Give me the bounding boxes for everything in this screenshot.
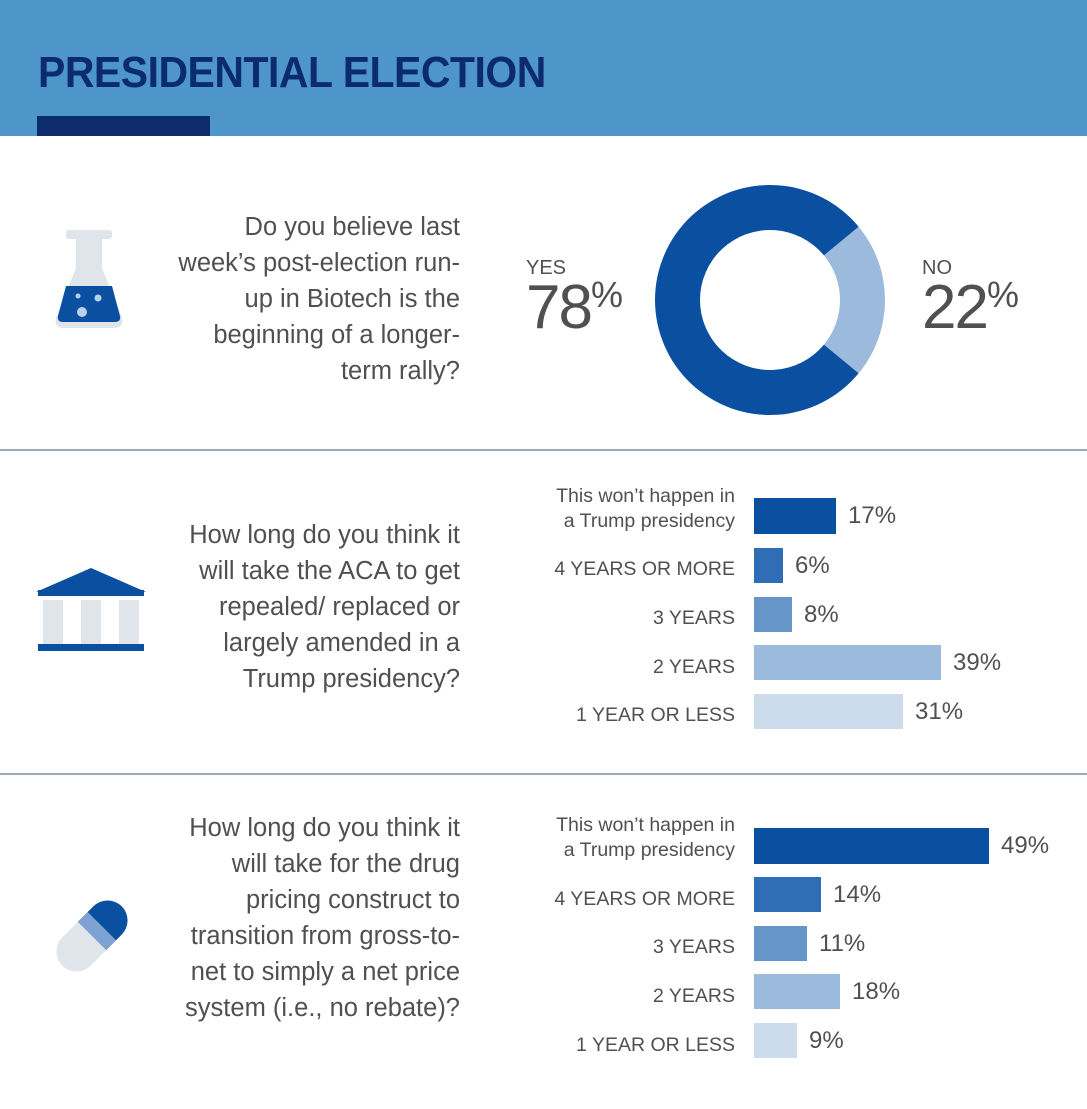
bar-category-label: This won’t happen in a Trump presidency [556,485,735,532]
no-label: NO [922,257,952,279]
pill-capsule-icon [44,888,140,989]
bar-value-label: 11% [819,930,866,957]
bar-category-label: This won’t happen in a Trump presidency [556,814,735,861]
flask-icon [52,228,132,337]
title-accent-bar [37,116,210,136]
section-divider [0,773,1087,775]
header-banner: PRESIDENTIAL ELECTION [0,0,1087,136]
bar-category-label: 4 YEARS OR MORE [554,558,735,580]
bar-value-label: 17% [848,502,897,529]
donut-slice-yes [655,184,859,415]
section-divider [0,449,1087,451]
bar-category-label: 4 YEARS OR MORE [554,888,735,910]
bar [754,974,840,1009]
donut-slice-no [823,226,885,374]
question-1: Do you believe last week’s post-election… [178,213,460,385]
bar [754,877,821,912]
bar-category-label: 1 YEAR OR LESS [576,704,735,726]
page-title: PRESIDENTIAL ELECTION [38,48,546,97]
bar-value-label: 49% [1001,832,1050,859]
bar [754,645,941,680]
bar-value-label: 6% [795,552,830,579]
yes-percent: 78% [526,273,623,342]
government-building-icon [34,566,148,659]
bar [754,548,783,583]
bar-value-label: 39% [953,649,1002,676]
bar-category-label: 3 YEARS [652,607,735,629]
bar [754,926,807,961]
question-3: How long do you think it will take for t… [185,814,460,1022]
bar [754,828,989,864]
bar-value-label: 14% [833,881,882,908]
bar [754,694,903,729]
bar-category-label: 2 YEARS [652,985,735,1007]
bar-value-label: 31% [915,698,964,725]
question-2: How long do you think it will take the A… [189,521,460,693]
bar [754,498,836,534]
bar-category-label: 3 YEARS [652,936,735,958]
bar-value-label: 8% [804,601,839,628]
bar-value-label: 9% [809,1027,844,1054]
bar [754,597,792,632]
donut-chart [655,184,885,415]
bar-category-label: 1 YEAR OR LESS [576,1034,735,1056]
bar-value-label: 18% [852,978,901,1005]
no-percent: 22% [922,273,1019,342]
yes-label: YES [526,257,567,279]
bar [754,1023,797,1058]
bar-category-label: 2 YEARS [652,656,735,678]
